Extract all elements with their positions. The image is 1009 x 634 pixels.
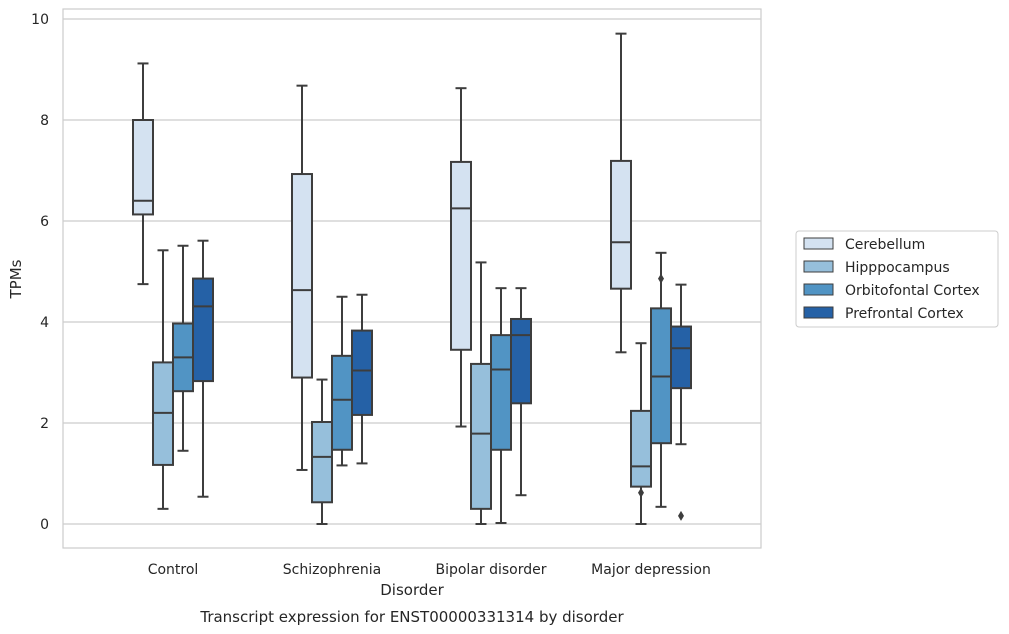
box-body — [490, 334, 512, 451]
box-hipppocampus-2 — [470, 261, 492, 525]
box-body — [192, 277, 214, 383]
box-body — [351, 329, 373, 416]
x-tick-label: Major depression — [591, 562, 711, 578]
box-orbitofontal-cortex-3 — [650, 251, 672, 508]
outlier-marker — [658, 273, 664, 284]
box-body — [291, 173, 313, 379]
x-tick-labels: Control Schizophrenia Bipolar disorder Majo… — [148, 562, 711, 578]
box-orbitofontal-cortex-2 — [490, 287, 512, 524]
box-body — [610, 159, 632, 290]
box-hipppocampus-0 — [152, 249, 174, 510]
box-cerebellum-2 — [450, 87, 472, 428]
boxes — [132, 32, 692, 525]
box-cerebellum-3 — [610, 32, 632, 354]
box-prefrontal-cortex-3 — [670, 283, 692, 521]
legend-swatch — [803, 237, 834, 250]
box-body — [331, 354, 353, 451]
box-body — [670, 325, 692, 390]
legend-entry: Cerebellum — [845, 237, 925, 253]
y-tick-label: 6 — [40, 214, 49, 230]
y-tick-label: 0 — [40, 517, 49, 533]
x-tick-label: Control — [148, 562, 199, 578]
box-body — [470, 362, 492, 510]
legend-swatch — [803, 283, 834, 296]
y-tick-label: 4 — [40, 315, 49, 331]
figure-caption: Transcript expression for ENST0000033131… — [199, 608, 624, 626]
legend-frame — [795, 230, 999, 328]
outlier-marker — [678, 510, 684, 521]
box-body — [630, 409, 652, 488]
box-prefrontal-cortex-2 — [510, 287, 532, 497]
box-hipppocampus-3 — [630, 342, 652, 525]
box-prefrontal-cortex-1 — [351, 293, 373, 465]
box-cerebellum-0 — [132, 62, 154, 286]
outlier-marker — [638, 487, 644, 498]
x-tick-label: Schizophrenia — [283, 562, 381, 578]
legend-swatch — [803, 260, 834, 273]
x-tick-label: Bipolar disorder — [435, 562, 546, 578]
plot-frame — [62, 8, 762, 549]
legend-swatch — [803, 306, 834, 319]
legend-entry: Hipppocampus — [845, 260, 950, 276]
y-tick-labels: 0 2 4 6 8 10 — [31, 12, 49, 533]
y-axis-label: TPMs — [7, 259, 25, 299]
y-tick-label: 2 — [40, 416, 49, 432]
x-axis-label: Disorder — [380, 581, 444, 599]
box-prefrontal-cortex-0 — [192, 239, 214, 498]
legend-entry: Orbitofontal Cortex — [845, 283, 980, 299]
legend: Cerebellum Hipppocampus Orbitofontal Corte… — [795, 230, 999, 328]
legend-entry: Prefrontal Cortex — [845, 306, 964, 322]
y-tick-label: 10 — [31, 12, 49, 28]
y-tick-label: 8 — [40, 113, 49, 129]
box-body — [311, 420, 333, 504]
box-cerebellum-1 — [291, 84, 313, 471]
box-orbitofontal-cortex-0 — [172, 244, 194, 452]
box-body — [510, 317, 532, 405]
box-hipppocampus-1 — [311, 378, 333, 525]
box-body — [450, 160, 472, 351]
box-body — [132, 119, 154, 216]
